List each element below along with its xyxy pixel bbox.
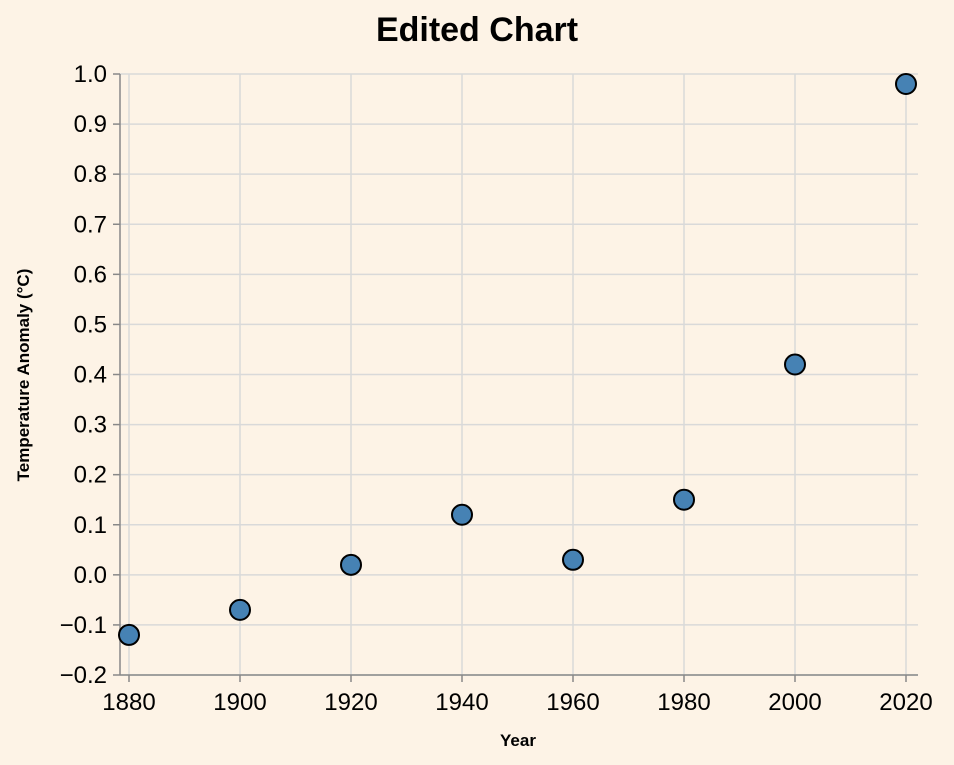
x-tick-label: 2000: [768, 689, 821, 716]
data-point[interactable]: [895, 73, 917, 96]
axes: −0.2 −0.1 0.0 0.1 0.2 0.3 0.4 0.5 0.6 0.7 0.8 0.9 1.…: [60, 61, 933, 716]
chart-title: Edited Chart: [376, 11, 578, 49]
y-tick-label: 0.1: [74, 512, 107, 539]
y-tick-label: 0.8: [74, 161, 107, 188]
y-tick-label: 0.4: [74, 362, 107, 389]
grid: [120, 73, 918, 676]
x-tick-label: 1940: [435, 689, 488, 716]
y-axis-title: Temperature Anomaly (°C): [14, 269, 33, 482]
x-tick-label: 1880: [102, 689, 155, 716]
y-tick-label: 0.6: [74, 261, 107, 288]
y-tick-label: 0.3: [74, 412, 107, 439]
y-tick-label: 1.0: [74, 61, 107, 88]
y-tick-label: −0.2: [60, 662, 107, 689]
x-tick-label: 1980: [657, 689, 710, 716]
x-tick-label: 1920: [324, 689, 377, 716]
x-tick-label: 2020: [879, 689, 932, 716]
data-points: [118, 73, 917, 646]
y-tick-label: 0.7: [74, 211, 107, 238]
y-tick-label: 0.5: [74, 311, 107, 338]
data-point[interactable]: [118, 623, 140, 646]
x-axis-title: Year: [500, 731, 536, 750]
data-point[interactable]: [562, 548, 584, 571]
x-tick-label: 1960: [546, 689, 599, 716]
y-tick-label: −0.1: [60, 612, 107, 639]
data-point[interactable]: [340, 553, 362, 576]
data-point[interactable]: [784, 353, 806, 376]
y-tick-label: 0.0: [74, 562, 107, 589]
data-point[interactable]: [673, 488, 695, 511]
y-tick-label: 0.9: [74, 111, 107, 138]
x-tick-label: 1900: [213, 689, 266, 716]
data-point[interactable]: [451, 503, 473, 526]
data-point[interactable]: [229, 598, 251, 621]
y-tick-label: 0.2: [74, 462, 107, 489]
